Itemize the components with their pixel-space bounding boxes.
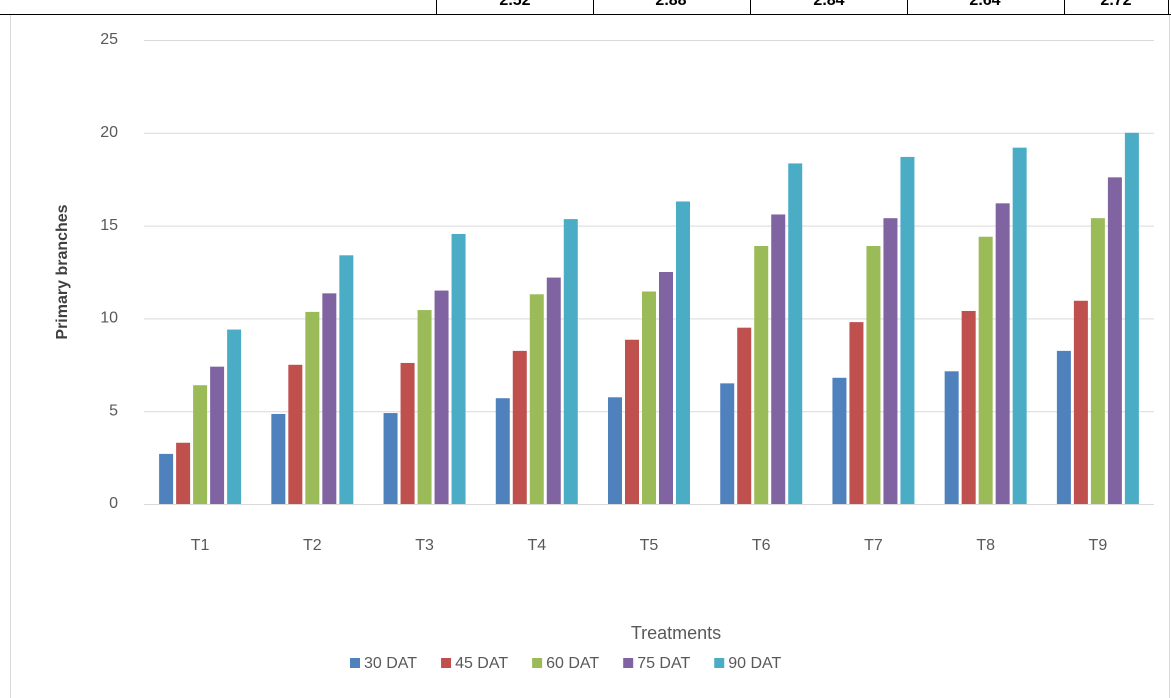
bar [1056,350,1071,504]
bar [434,290,449,504]
table-cell-borders [436,0,1169,14]
bar [1090,218,1105,504]
bar [271,413,286,504]
bar [305,311,320,504]
legend-label: 30 DAT [364,655,417,672]
bar [339,255,354,504]
bar [849,322,864,504]
x-tick-label: T2 [303,537,322,554]
legend-swatch [714,658,725,668]
table-cell: 2.52 [499,0,530,9]
bar [210,366,225,504]
x-tick-label: T6 [752,537,771,554]
bar [737,327,752,504]
y-tick-label: 15 [100,217,118,234]
bar [1012,147,1027,504]
bar [995,203,1010,504]
legend-label: 45 DAT [455,655,508,672]
bar [659,272,673,504]
bar [1073,300,1088,504]
bar [563,219,578,504]
bar [978,236,993,504]
bar [720,383,735,504]
y-tick-label: 20 [100,124,118,141]
bar [608,397,622,504]
y-tick-label: 5 [109,402,118,419]
x-axis-title: Treatments [631,623,721,643]
x-tick-label: T3 [415,537,434,554]
bar [900,156,915,505]
y-tick-label: 0 [109,495,118,512]
x-tick-label: T4 [527,537,546,554]
x-tick-label: T8 [976,537,995,554]
bar [227,329,242,504]
x-tick-label: T9 [1089,537,1108,554]
bar [676,201,690,505]
bar [771,214,786,505]
x-tick-label: T1 [191,537,210,554]
y-tick-label: 25 [100,31,118,48]
chart-border [10,14,1170,698]
bar [1124,132,1139,505]
bar [288,364,303,504]
legend-label: 90 DAT [728,655,781,672]
bar [625,339,639,504]
bar [546,277,561,504]
x-tick-label: T7 [864,537,883,554]
legend-label: 60 DAT [546,655,599,672]
bar [944,371,959,504]
bar [417,310,432,504]
legend-swatch [623,658,634,668]
bar [961,310,976,504]
bar [883,218,898,504]
bar [642,291,656,504]
table-cell: 2.88 [655,0,686,9]
bar [495,398,510,504]
bar [159,453,174,504]
y-axis-title: Primary branches [54,204,71,339]
legend-label: 75 DAT [637,655,690,672]
bar [383,413,398,504]
table-cell: 2.72 [1100,0,1131,9]
legend-swatch [441,658,452,668]
bar [832,377,847,504]
bar [322,293,337,504]
bar [512,350,527,504]
legend-swatch [532,658,543,668]
bar [529,294,544,504]
table-cell: 2.64 [969,0,1000,9]
bar [754,246,769,505]
bar [193,385,208,504]
legend-swatch [350,658,360,668]
x-tick-label: T5 [640,537,659,554]
bar [451,233,466,504]
bar [788,163,803,504]
bar [400,362,415,504]
y-tick-label: 10 [100,310,118,327]
bar [866,246,881,505]
bar [1107,177,1122,504]
table-cell: 2.84 [813,0,844,9]
bar [176,442,191,504]
